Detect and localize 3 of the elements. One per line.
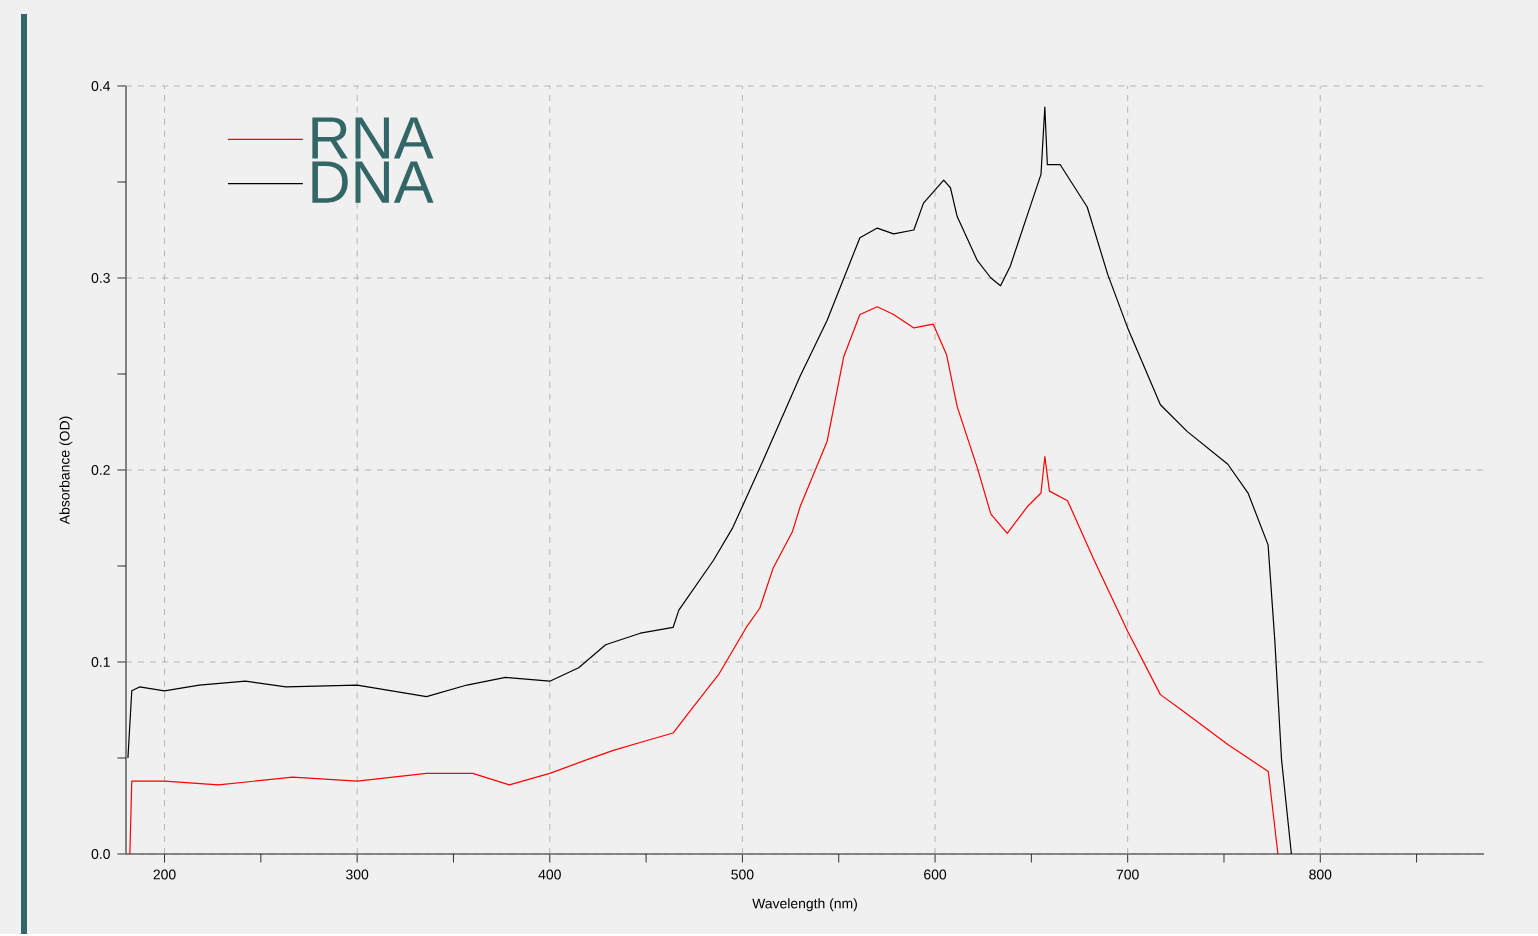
- legend-label: DNA: [312, 161, 434, 203]
- line-series: [129, 305, 1279, 855]
- legend-label: RNA: [312, 116, 434, 159]
